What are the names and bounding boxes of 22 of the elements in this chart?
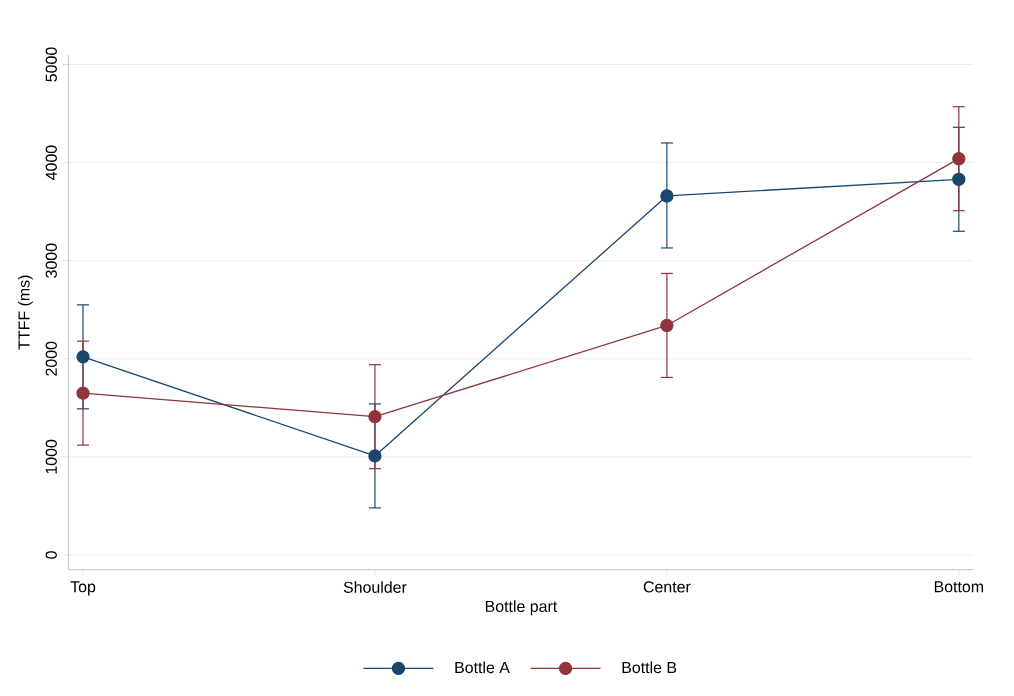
point xyxy=(952,152,966,166)
y-tick-label: 2000 xyxy=(45,341,57,376)
y-axis-title: TTFF (ms) xyxy=(17,275,33,350)
point xyxy=(76,350,90,364)
y-tick-label: 4000 xyxy=(45,145,57,180)
legend-label: Bottle B xyxy=(622,661,677,674)
point xyxy=(76,386,90,400)
point xyxy=(368,410,382,424)
y-tick-label: 3000 xyxy=(45,243,57,278)
point xyxy=(368,449,382,463)
y-tick-label: 0 xyxy=(45,551,57,559)
point xyxy=(952,172,966,186)
point xyxy=(660,318,674,333)
y-tick-label: 5000 xyxy=(45,47,57,82)
point xyxy=(660,189,674,203)
x-axis-title: Bottle part xyxy=(485,600,558,616)
x-tick-label: Center xyxy=(643,581,691,593)
x-tick-label: Bottom xyxy=(934,581,984,593)
y-tick-label: 1000 xyxy=(45,439,57,474)
x-tick-label: Top xyxy=(70,581,96,596)
x-tick-label: Shoulder xyxy=(343,581,407,593)
legend-label: Bottle A xyxy=(455,661,510,674)
